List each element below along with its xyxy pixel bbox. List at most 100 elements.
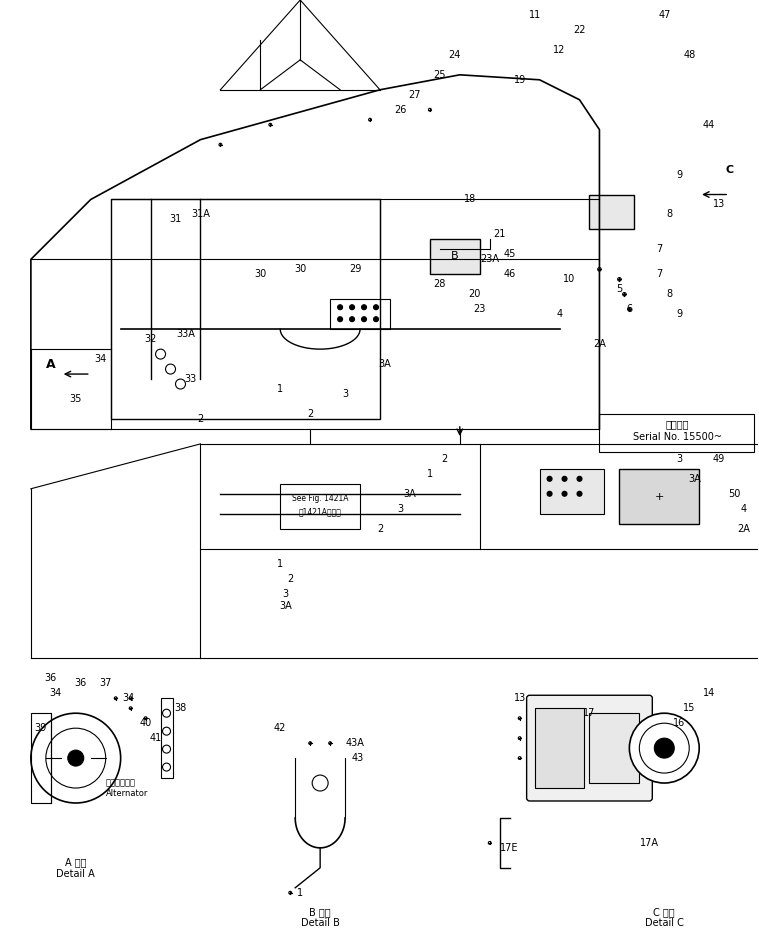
Text: B 詳細
Detail B: B 詳細 Detail B [301, 907, 339, 928]
Text: 1: 1 [427, 469, 433, 479]
Text: 38: 38 [175, 703, 187, 713]
Text: 13: 13 [514, 694, 526, 703]
Text: 3A: 3A [379, 359, 392, 369]
Text: 5: 5 [616, 284, 622, 294]
Text: 36: 36 [45, 673, 57, 683]
Circle shape [309, 742, 312, 745]
Bar [430, 239, 480, 275]
Text: 15: 15 [683, 703, 695, 713]
Text: 1: 1 [277, 384, 283, 394]
Text: 30: 30 [294, 264, 307, 275]
Text: 42: 42 [274, 723, 286, 734]
Circle shape [562, 477, 567, 481]
Text: A 詳細
Detail A: A 詳細 Detail A [56, 857, 95, 879]
Text: B: B [451, 251, 458, 262]
Circle shape [488, 842, 491, 844]
Text: 32: 32 [144, 334, 157, 344]
Circle shape [46, 728, 106, 788]
Circle shape [175, 379, 185, 389]
Circle shape [31, 713, 121, 803]
Text: 2: 2 [377, 523, 383, 533]
Text: 28: 28 [433, 279, 446, 290]
Text: 3A: 3A [688, 474, 701, 484]
Circle shape [618, 277, 621, 281]
Circle shape [162, 763, 171, 771]
Bar [590, 713, 639, 783]
Circle shape [350, 317, 354, 322]
Text: 29: 29 [349, 264, 361, 275]
Text: 49: 49 [713, 453, 726, 464]
Circle shape [219, 143, 222, 146]
Text: 7: 7 [657, 244, 663, 254]
Text: C 詳細
Detail C: C 詳細 Detail C [645, 907, 684, 928]
Circle shape [162, 709, 171, 717]
Bar [161, 698, 172, 778]
Text: 3A: 3A [404, 489, 416, 499]
Text: 45: 45 [503, 250, 516, 260]
FancyBboxPatch shape [527, 695, 652, 801]
Text: 36: 36 [74, 679, 87, 688]
Circle shape [165, 364, 175, 374]
Bar [330, 299, 390, 330]
Text: 31: 31 [169, 214, 181, 224]
Text: 9: 9 [676, 169, 682, 180]
Circle shape [361, 317, 367, 322]
Circle shape [115, 696, 117, 699]
Text: 33: 33 [184, 374, 197, 385]
Text: 8: 8 [666, 290, 672, 299]
Text: 3: 3 [397, 504, 403, 514]
Text: 30: 30 [254, 269, 266, 279]
Text: 20: 20 [468, 290, 481, 299]
Circle shape [156, 349, 165, 359]
Text: 40: 40 [140, 718, 152, 728]
Text: 31A: 31A [191, 209, 210, 220]
Text: 27: 27 [408, 89, 421, 100]
Text: 19: 19 [514, 74, 526, 85]
Circle shape [338, 317, 342, 322]
Circle shape [369, 118, 371, 121]
Circle shape [144, 717, 147, 720]
Text: 21: 21 [493, 229, 506, 239]
Text: 50: 50 [728, 489, 740, 499]
Text: 17: 17 [583, 708, 596, 718]
Text: 39: 39 [35, 723, 47, 734]
Text: 2: 2 [197, 414, 203, 424]
Text: 2A: 2A [593, 339, 606, 349]
Text: 41: 41 [150, 733, 162, 743]
Text: 6: 6 [626, 304, 632, 315]
Circle shape [289, 891, 291, 894]
Circle shape [350, 304, 354, 310]
Bar [111, 199, 380, 419]
Text: 48: 48 [683, 50, 695, 60]
Text: 13: 13 [713, 199, 726, 209]
Text: 4: 4 [556, 309, 562, 319]
Circle shape [129, 696, 132, 699]
Text: 23A: 23A [480, 254, 499, 264]
Circle shape [429, 108, 431, 111]
Circle shape [518, 736, 521, 739]
Bar [619, 469, 699, 523]
Text: 9: 9 [676, 309, 682, 319]
Text: See Fig. 1421A: See Fig. 1421A [292, 494, 348, 504]
Text: 3A: 3A [279, 601, 291, 612]
Text: 7: 7 [657, 269, 663, 279]
Bar [540, 469, 604, 514]
Text: 35: 35 [70, 394, 82, 404]
Text: 14: 14 [703, 688, 715, 698]
Circle shape [562, 492, 567, 496]
Text: 10: 10 [563, 275, 575, 284]
Bar [534, 708, 584, 788]
Text: 2: 2 [307, 409, 313, 419]
Text: 2A: 2A [738, 523, 751, 533]
Circle shape [162, 727, 171, 735]
Text: 47: 47 [658, 10, 670, 20]
Circle shape [629, 713, 699, 783]
Circle shape [338, 304, 342, 310]
Text: Serial No. 15500~: Serial No. 15500~ [633, 432, 722, 442]
Circle shape [373, 304, 379, 310]
Text: 34: 34 [122, 694, 135, 703]
Circle shape [162, 745, 171, 753]
Text: オルタネータ
Alternator: オルタネータ Alternator [106, 778, 148, 798]
Text: 37: 37 [99, 679, 112, 688]
Text: 44: 44 [703, 120, 715, 129]
